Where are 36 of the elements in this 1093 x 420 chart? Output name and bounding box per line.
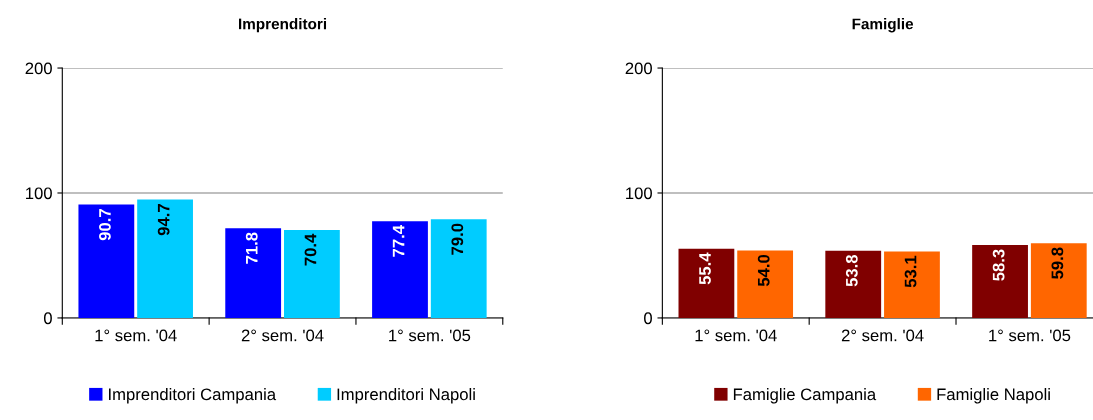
text: 54.0 bbox=[757, 254, 770, 287]
legend-label: Imprenditori Napoli bbox=[337, 388, 475, 404]
text: 77.4 bbox=[392, 225, 405, 257]
text: 58.3 bbox=[992, 249, 1005, 281]
bar bbox=[225, 228, 282, 318]
text: 55.4 bbox=[699, 252, 711, 285]
legend-label: Famiglie Campania bbox=[733, 388, 877, 404]
bar bbox=[430, 219, 487, 318]
y-tick-label: 100 bbox=[26, 187, 52, 200]
text: 53.1 bbox=[904, 255, 917, 288]
legend-label: Imprenditori Campania bbox=[109, 388, 277, 404]
y-tick-label: 200 bbox=[625, 62, 652, 75]
x-tick-label: 2° sem. '04 bbox=[241, 329, 324, 342]
y-tick-label: 200 bbox=[25, 62, 52, 75]
x-tick-label: 1° sem. '05 bbox=[989, 329, 1071, 342]
bar bbox=[372, 221, 428, 318]
x-tick-label: 1° sem. '04 bbox=[95, 329, 177, 342]
chart-title: Famiglie bbox=[852, 18, 914, 33]
text: 71.8 bbox=[245, 232, 258, 264]
bar bbox=[137, 199, 193, 318]
text: 90.7 bbox=[99, 209, 111, 241]
text: 94.7 bbox=[157, 204, 170, 236]
chart-title: Imprenditori bbox=[239, 18, 327, 33]
text: 70.4 bbox=[304, 233, 317, 266]
x-tick-label: 2° sem. '04 bbox=[841, 329, 924, 342]
y-tick-label: 0 bbox=[644, 312, 652, 325]
bar bbox=[284, 229, 340, 318]
legend-label: Famiglie Napoli bbox=[937, 388, 1050, 404]
text: 53.8 bbox=[845, 254, 858, 287]
x-tick-label: 1° sem. '04 bbox=[695, 329, 777, 342]
x-tick-label: 1° sem. '05 bbox=[389, 329, 471, 342]
text: 79.0 bbox=[451, 223, 464, 255]
text: 59.8 bbox=[1051, 247, 1064, 279]
bar bbox=[78, 204, 135, 318]
y-tick-label: 100 bbox=[626, 187, 652, 200]
y-tick-label: 0 bbox=[43, 312, 52, 325]
